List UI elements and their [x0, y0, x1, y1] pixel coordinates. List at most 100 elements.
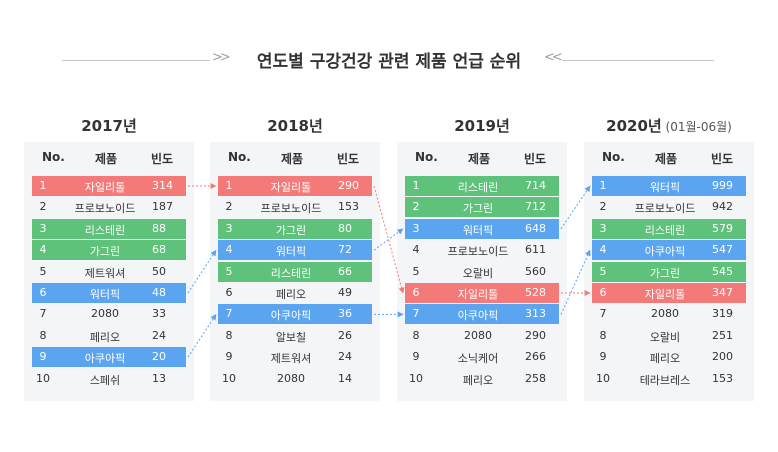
frequency-cell: 560 [525, 264, 546, 278]
table-row: 8 알보칠 26 [218, 326, 372, 346]
chevron-left-icon: << [544, 50, 563, 65]
rank-cell: 1 [599, 179, 607, 192]
rank-cell: 5 [412, 264, 420, 278]
title-divider-left [62, 60, 210, 61]
rank-cell: 6 [599, 286, 607, 299]
product-cell: 프로보노이드 [260, 202, 322, 216]
table-row: 1 자일리톨 290 [218, 176, 372, 196]
rank-cell: 4 [39, 243, 47, 257]
product-cell: 리스테린 [270, 266, 312, 280]
rank-cell: 10 [222, 371, 236, 385]
table-row: 2 가그린 712 [405, 197, 559, 218]
product-cell: 가그린 [462, 202, 494, 216]
table-header: No. 제품 빈도 [24, 142, 194, 172]
frequency-cell: 14 [338, 371, 352, 385]
header-product: 제품 [468, 152, 491, 166]
table-header: No. 제품 빈도 [584, 142, 754, 172]
rank-cell: 1 [225, 179, 233, 192]
page-title: 연도별 구강건강 관련 제품 언급 순위 [256, 52, 522, 72]
table-row: 9 소닉케어 266 [405, 347, 559, 367]
frequency-cell: 528 [525, 286, 546, 299]
product-cell: 리스테린 [84, 223, 126, 237]
header-rank: No. [415, 150, 438, 164]
product-cell: 프로보노이드 [447, 245, 509, 259]
rank-cell: 1 [412, 179, 420, 192]
year-label: 2020년 [606, 117, 662, 135]
product-cell: 오랄비 [649, 330, 681, 344]
header-product: 제품 [281, 152, 304, 166]
product-cell: 리스테린 [457, 181, 499, 194]
frequency-cell: 314 [152, 179, 173, 192]
product-cell: 자일리톨 [457, 288, 499, 301]
table-row: 6 자일리톨 347 [592, 283, 746, 303]
frequency-cell: 80 [338, 221, 352, 235]
frequency-cell: 13 [152, 371, 166, 385]
rank-cell: 6 [225, 286, 233, 299]
rank-cell: 9 [599, 350, 607, 364]
rank-cell: 1 [39, 179, 47, 192]
product-cell: 제트워셔 [270, 352, 312, 366]
table-row: 2 프로보노이드 187 [32, 197, 186, 217]
table-row: 3 리스테린 579 [592, 218, 746, 239]
rank-cell: 4 [599, 243, 607, 257]
table-row: 10 2080 14 [218, 369, 372, 389]
header-product: 제품 [655, 152, 678, 166]
rank-cell: 10 [409, 371, 423, 385]
title-bar: >> 연도별 구강건강 관련 제품 언급 순위 << [0, 44, 778, 74]
table-row: 7 아쿠아픽 313 [405, 304, 559, 325]
frequency-cell: 347 [712, 286, 733, 299]
table-row: 6 자일리톨 528 [405, 283, 559, 303]
year-label: 2018년 [267, 117, 323, 135]
table-row: 3 워터픽 648 [405, 218, 559, 239]
product-cell: 리스테린 [644, 223, 686, 237]
table-row: 7 아쿠아픽 36 [218, 304, 372, 325]
rank-cell: 5 [225, 264, 233, 278]
header-rank: No. [228, 150, 251, 164]
table-row: 2 프로보노이드 942 [592, 197, 746, 217]
frequency-cell: 579 [712, 221, 733, 235]
frequency-cell: 68 [152, 243, 166, 257]
table-header: No. 제품 빈도 [397, 142, 567, 172]
table-row: 1 자일리톨 314 [32, 176, 186, 196]
table-row: 4 워터픽 72 [218, 240, 372, 261]
table-row: 4 프로보노이드 611 [405, 240, 559, 260]
product-cell: 2080 [651, 307, 679, 321]
rank-cell: 4 [412, 243, 420, 257]
product-cell: 워터픽 [649, 181, 681, 194]
table-row: 1 워터픽 999 [592, 176, 746, 196]
frequency-cell: 258 [525, 371, 546, 385]
product-cell: 가그린 [275, 223, 307, 237]
product-cell: 워터픽 [275, 245, 307, 259]
product-cell: 오랄비 [462, 266, 494, 280]
product-cell: 소닉케어 [457, 352, 499, 366]
product-cell: 아쿠아픽 [270, 309, 312, 323]
frequency-cell: 24 [338, 350, 352, 364]
frequency-cell: 153 [712, 371, 733, 385]
frequency-cell: 88 [152, 221, 166, 235]
header-product: 제품 [95, 152, 118, 166]
product-cell: 제트워셔 [84, 266, 126, 280]
frequency-cell: 290 [525, 328, 546, 342]
frequency-cell: 290 [338, 179, 359, 192]
frequency-cell: 33 [152, 307, 166, 321]
table-row: 6 워터픽 48 [32, 283, 186, 303]
frequency-cell: 26 [338, 328, 352, 342]
product-cell: 아쿠아픽 [644, 245, 686, 259]
product-cell: 가그린 [649, 266, 681, 280]
year-heading-1: 2017년 [24, 115, 194, 136]
table-row: 4 가그린 68 [32, 240, 186, 261]
frequency-cell: 547 [712, 243, 733, 257]
table-row: 9 아쿠아픽 20 [32, 347, 186, 368]
table-row: 8 페리오 24 [32, 326, 186, 346]
product-cell: 워터픽 [462, 223, 494, 237]
frequency-cell: 712 [525, 200, 546, 214]
table-row: 7 2080 33 [32, 304, 186, 324]
table-row: 8 오랄비 251 [592, 326, 746, 346]
year-label: 2017년 [81, 117, 137, 135]
product-cell: 자일리톨 [270, 181, 312, 194]
product-cell: 페리오 [462, 373, 494, 387]
rank-cell: 5 [39, 264, 47, 278]
frequency-cell: 266 [525, 350, 546, 364]
frequency-cell: 187 [152, 200, 173, 214]
frequency-cell: 942 [712, 200, 733, 214]
